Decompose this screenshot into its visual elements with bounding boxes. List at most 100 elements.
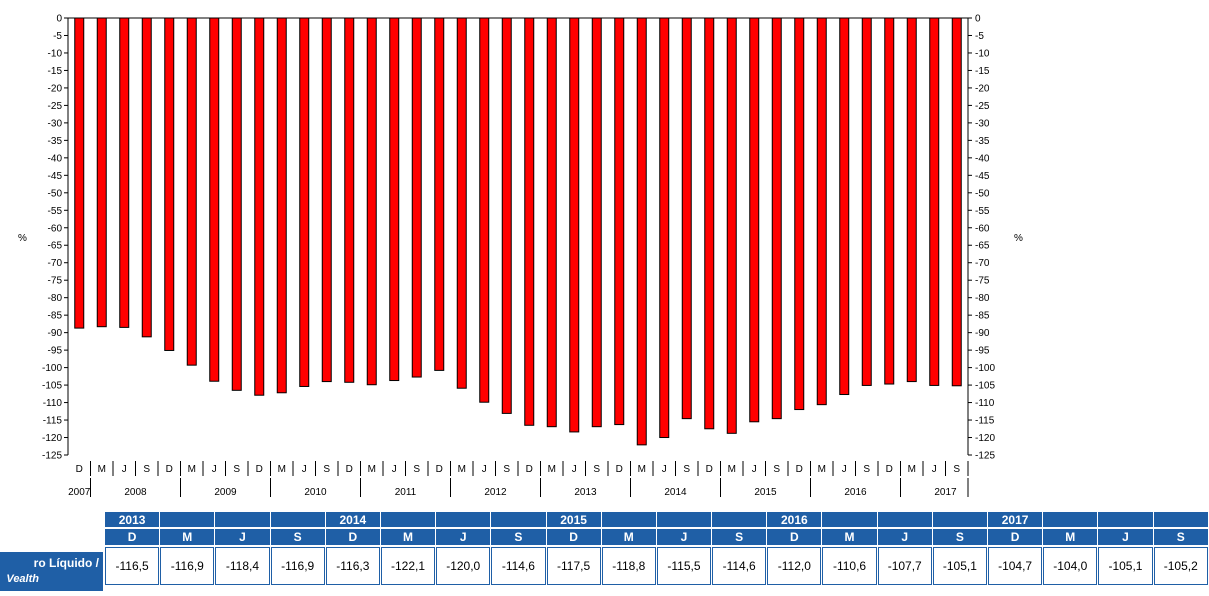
bar [929, 17, 940, 386]
x-tick-label: J [572, 464, 577, 475]
value-cell: -116,9 [160, 547, 215, 585]
y-tick-label-left: -20 [48, 83, 63, 94]
y-tick-label-left: -110 [43, 398, 63, 409]
value-cell: -116,3 [325, 547, 380, 585]
y-tick-label-right: -115 [975, 416, 995, 427]
x-tick-label: D [436, 464, 443, 475]
x-tick-label: D [706, 464, 713, 475]
year-header-cell [270, 512, 325, 527]
y-tick-label-left: -65 [48, 241, 63, 252]
x-tick-label: D [76, 464, 83, 475]
value-cell: -110,6 [822, 547, 877, 585]
x-year-label: 2014 [664, 487, 687, 498]
quarter-header-cell: D [105, 529, 160, 545]
y-tick-label-left: -80 [48, 293, 63, 304]
value-cell: -105,1 [932, 547, 987, 585]
quarter-header-cell: M [601, 529, 656, 545]
bar [681, 17, 692, 420]
x-tick-label: D [256, 464, 263, 475]
y-tick-label-left: -115 [43, 416, 63, 427]
y-tick-label-right: -20 [975, 83, 990, 94]
quarter-header-cell: S [491, 529, 546, 545]
row-header-pt: ro Líquido / [33, 556, 99, 570]
year-header-cell [601, 512, 656, 527]
bar [794, 17, 805, 411]
x-tick-label: M [548, 464, 556, 475]
x-year-label: 2011 [395, 487, 417, 498]
x-tick-label: J [122, 464, 127, 475]
bar [614, 17, 625, 426]
quarter-header-cell: M [380, 529, 436, 545]
row-header-en: Vealth [6, 573, 39, 585]
y-tick-label-left: -95 [48, 346, 63, 357]
x-tick-label: J [932, 464, 937, 475]
x-tick-label: J [842, 464, 847, 475]
y-tick-label-right: -110 [975, 398, 995, 409]
bar [456, 17, 467, 389]
year-header-cell: 2013 [105, 512, 160, 527]
value-cell: -105,2 [1153, 547, 1208, 585]
y-tick-label-right: -5 [975, 31, 984, 42]
quarter-header-cell: M [1043, 529, 1098, 545]
bar [726, 17, 737, 434]
value-cell: -118,4 [215, 547, 270, 585]
x-tick-label: J [212, 464, 217, 475]
year-header-cell: 2015 [546, 512, 601, 527]
bar [524, 17, 535, 426]
y-tick-label-left: -120 [42, 433, 62, 444]
value-cell: -114,6 [491, 547, 546, 585]
bar [141, 17, 152, 338]
bar [884, 17, 895, 385]
value-cell: -107,7 [877, 547, 932, 585]
bar [299, 17, 310, 387]
y-tick-label-right: -40 [975, 153, 990, 164]
quarter-header-cell: J [1098, 529, 1153, 545]
year-header-cell: 2017 [988, 512, 1043, 527]
x-tick-label: S [773, 464, 780, 475]
y-tick-label-left: -25 [48, 101, 63, 112]
bar [906, 17, 917, 383]
bar [501, 17, 512, 414]
quarter-header-cell: S [932, 529, 987, 545]
bar [591, 17, 602, 428]
bar [276, 17, 287, 394]
bar [366, 17, 377, 386]
year-header-cell: 2016 [767, 512, 822, 527]
bar [186, 17, 197, 366]
y-tick-label-left: -45 [48, 171, 63, 182]
y-tick-label-left: -50 [48, 188, 63, 199]
year-header-cell [656, 512, 712, 527]
year-header-cell [932, 512, 987, 527]
y-tick-label-left: -15 [48, 66, 63, 77]
quarter-header-cell: D [546, 529, 601, 545]
value-cell: -118,8 [601, 547, 656, 585]
x-year-label: 2010 [304, 487, 327, 498]
year-header-cell [877, 512, 932, 527]
x-tick-label: S [593, 464, 600, 475]
bar [209, 17, 220, 382]
x-tick-label: S [953, 464, 960, 475]
y-tick-label-left: -125 [42, 451, 62, 462]
bar [74, 17, 85, 329]
quarter-header-cell: D [325, 529, 380, 545]
bar [411, 17, 422, 378]
year-header-cell [1098, 512, 1153, 527]
bar [569, 17, 580, 433]
y-unit-label-right: % [1014, 233, 1023, 244]
value-cell: -105,1 [1098, 547, 1153, 585]
y-tick-label-right: -90 [975, 328, 990, 339]
year-header-cell [491, 512, 546, 527]
y-tick-label-left: -5 [53, 31, 62, 42]
y-tick-label-left: -60 [48, 223, 63, 234]
quarter-header-cell: J [656, 529, 712, 545]
y-tick-label-right: -10 [975, 48, 990, 59]
bar [344, 17, 355, 383]
x-year-label: 2017 [934, 487, 957, 498]
y-tick-label-right: -95 [975, 346, 990, 357]
year-header-cell [436, 512, 491, 527]
x-year-label: 2008 [124, 487, 147, 498]
quarter-header-cell: D [767, 529, 822, 545]
bar [861, 17, 872, 386]
y-tick-label-right: -65 [975, 241, 990, 252]
